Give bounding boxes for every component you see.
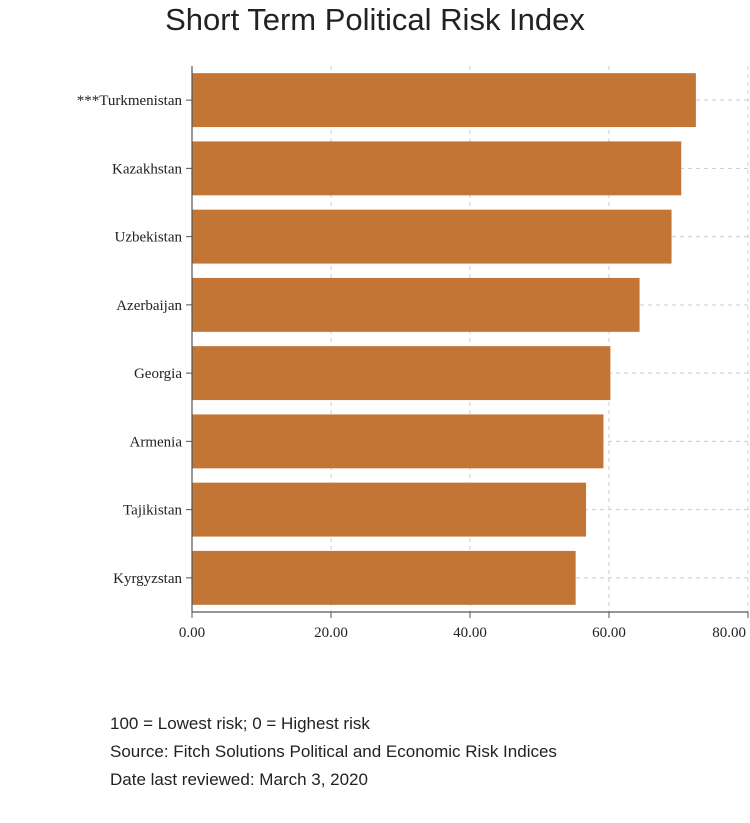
category-label: Uzbekistan bbox=[115, 230, 183, 246]
bar bbox=[192, 277, 640, 332]
x-tick-label: 40.00 bbox=[453, 625, 487, 641]
x-tick-label: 80.00 bbox=[712, 625, 746, 641]
category-label: ***Turkmenistan bbox=[77, 93, 183, 109]
x-tick-label: 60.00 bbox=[592, 625, 626, 641]
category-label: Azerbaijan bbox=[116, 298, 182, 314]
chart-title: Short Term Political Risk Index bbox=[165, 2, 585, 37]
bar bbox=[192, 209, 672, 264]
category-label: Armenia bbox=[130, 434, 183, 450]
bar bbox=[192, 73, 696, 128]
x-tick-label: 20.00 bbox=[314, 625, 348, 641]
category-label: Tajikistan bbox=[123, 503, 182, 519]
note-date-reviewed: Date last reviewed: March 3, 2020 bbox=[110, 770, 368, 789]
x-tick-label: 0.00 bbox=[179, 625, 205, 641]
category-label: Kyrgyzstan bbox=[113, 571, 182, 587]
category-label: Georgia bbox=[134, 366, 182, 382]
bar bbox=[192, 550, 576, 605]
note-risk-scale: 100 = Lowest risk; 0 = Highest risk bbox=[110, 714, 370, 733]
bar bbox=[192, 414, 604, 469]
note-source: Source: Fitch Solutions Political and Ec… bbox=[110, 742, 557, 761]
chart-notes: 100 = Lowest risk; 0 = Highest risk Sour… bbox=[110, 710, 557, 794]
bar bbox=[192, 346, 611, 401]
category-label: Kazakhstan bbox=[112, 161, 182, 177]
bar bbox=[192, 482, 587, 537]
bar bbox=[192, 141, 682, 196]
bar-chart: ***Turkmenistan Kazakhstan Uzbekistan Azerb… bbox=[77, 66, 749, 641]
